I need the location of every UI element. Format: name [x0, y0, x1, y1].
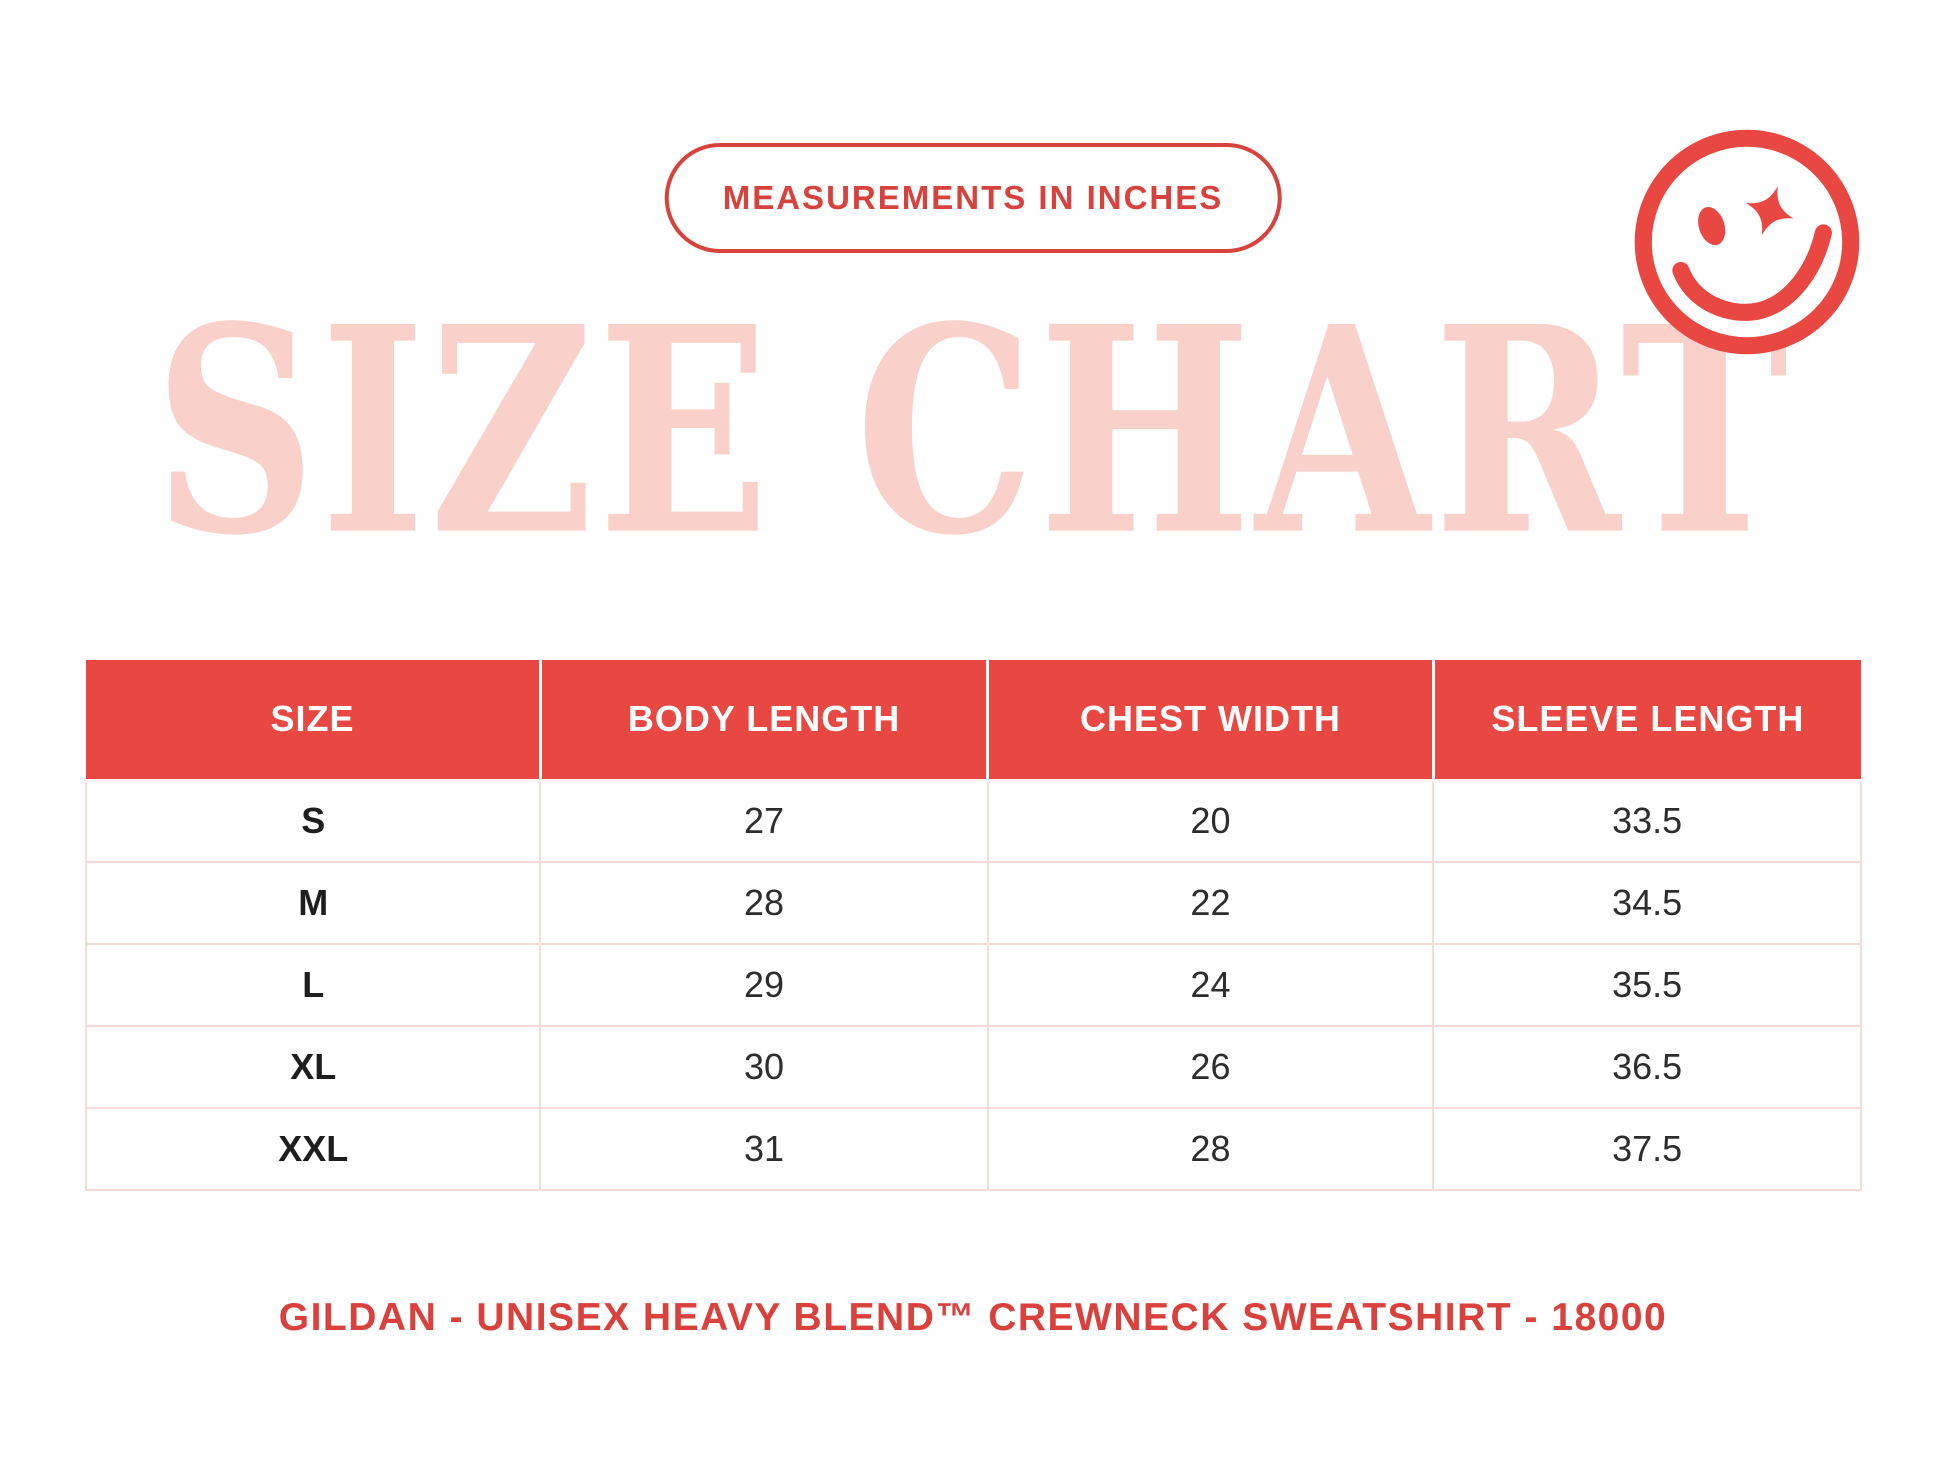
cell-sleeve-length: 35.5	[1432, 943, 1862, 1027]
measurements-unit-badge: MEASUREMENTS IN INCHES	[664, 143, 1282, 253]
table-header: SIZE BODY LENGTH CHEST WIDTH SLEEVE LENG…	[86, 660, 1861, 782]
cell-sleeve-length: 34.5	[1432, 861, 1862, 945]
table-header-row: SIZE BODY LENGTH CHEST WIDTH SLEEVE LENG…	[86, 660, 1861, 782]
cell-size: XL	[84, 1025, 542, 1109]
column-header-chest-width: CHEST WIDTH	[987, 660, 1435, 782]
cell-chest-width: 28	[986, 1107, 1435, 1191]
cell-size: L	[84, 943, 542, 1027]
cell-chest-width: 22	[986, 861, 1435, 945]
cell-body-length: 27	[539, 779, 989, 863]
column-header-size: SIZE	[86, 660, 542, 782]
table-body: S 27 20 33.5 M 28 22 34.5 L 29 24 35.5 X…	[84, 779, 1862, 1191]
smiley-left-eye	[1698, 206, 1726, 246]
column-header-body-length: BODY LENGTH	[540, 660, 990, 782]
cell-sleeve-length: 36.5	[1432, 1025, 1862, 1109]
table-row-s: S 27 20 33.5	[84, 779, 1862, 863]
cell-chest-width: 24	[986, 943, 1435, 1027]
cell-chest-width: 20	[986, 779, 1435, 863]
product-name-label: GILDAN - UNISEX HEAVY BLEND™ CREWNECK SW…	[278, 1296, 1668, 1339]
cell-sleeve-length: 37.5	[1432, 1107, 1862, 1191]
cell-size: M	[84, 861, 542, 945]
cell-size: XXL	[84, 1107, 542, 1191]
cell-body-length: 29	[539, 943, 989, 1027]
smiley-mouth	[1672, 224, 1832, 321]
cell-body-length: 28	[539, 861, 989, 945]
winking-smiley-icon	[1634, 129, 1860, 355]
table-row-l: L 29 24 35.5	[84, 943, 1862, 1027]
column-header-sleeve-length: SLEEVE LENGTH	[1433, 660, 1861, 782]
table-row-m: M 28 22 34.5	[84, 861, 1862, 945]
table-row-xxl: XXL 31 28 37.5	[84, 1107, 1862, 1191]
cell-body-length: 30	[539, 1025, 989, 1109]
table-row-xl: XL 30 26 36.5	[84, 1025, 1862, 1109]
page-title: SIZE CHART	[153, 266, 1793, 599]
cell-chest-width: 26	[986, 1025, 1435, 1109]
smiley-sparkle-eye	[1745, 186, 1794, 236]
size-chart-table: SIZE BODY LENGTH CHEST WIDTH SLEEVE LENG…	[84, 660, 1862, 1191]
cell-size: S	[84, 779, 542, 863]
cell-sleeve-length: 33.5	[1432, 779, 1862, 863]
cell-body-length: 31	[539, 1107, 989, 1191]
